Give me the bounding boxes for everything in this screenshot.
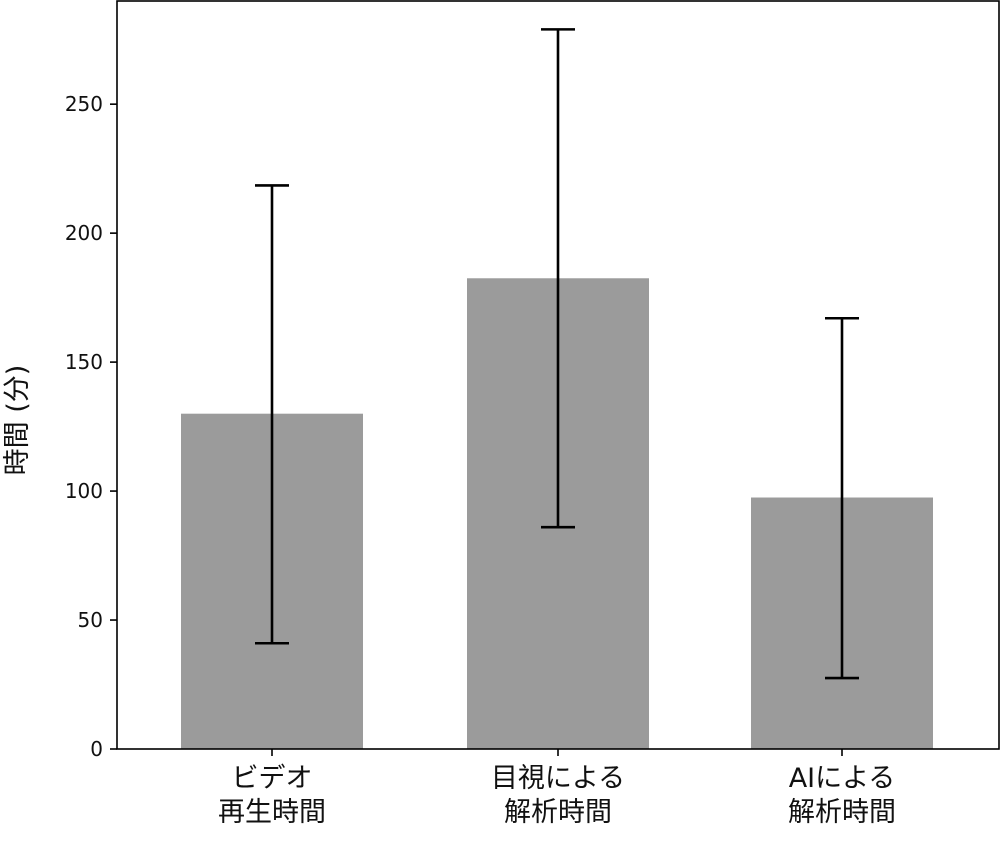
x-tick-label: AIによる解析時間 xyxy=(788,763,896,828)
x-tick-label: 目視による解析時間 xyxy=(491,763,625,828)
y-tick-label: 200 xyxy=(65,221,103,245)
x-tick-label: ビデオ再生時間 xyxy=(218,763,326,828)
y-axis-title: 時間 (分) xyxy=(2,365,33,476)
error-bars-layer xyxy=(255,28,859,680)
y-tick-label: 100 xyxy=(65,479,103,503)
error-bar-3 xyxy=(825,316,859,680)
y-tick-label: 0 xyxy=(90,737,103,761)
y-tick-label: 250 xyxy=(65,92,103,116)
error-bar-1 xyxy=(255,184,289,645)
y-tick-label: 50 xyxy=(78,608,103,632)
error-bar-2 xyxy=(541,28,575,529)
x-axis-ticks: ビデオ再生時間 目視による解析時間 AIによる解析時間 xyxy=(218,749,896,828)
y-axis-ticks: 0 50 100 150 200 250 xyxy=(65,92,117,761)
y-tick-label: 150 xyxy=(65,350,103,374)
